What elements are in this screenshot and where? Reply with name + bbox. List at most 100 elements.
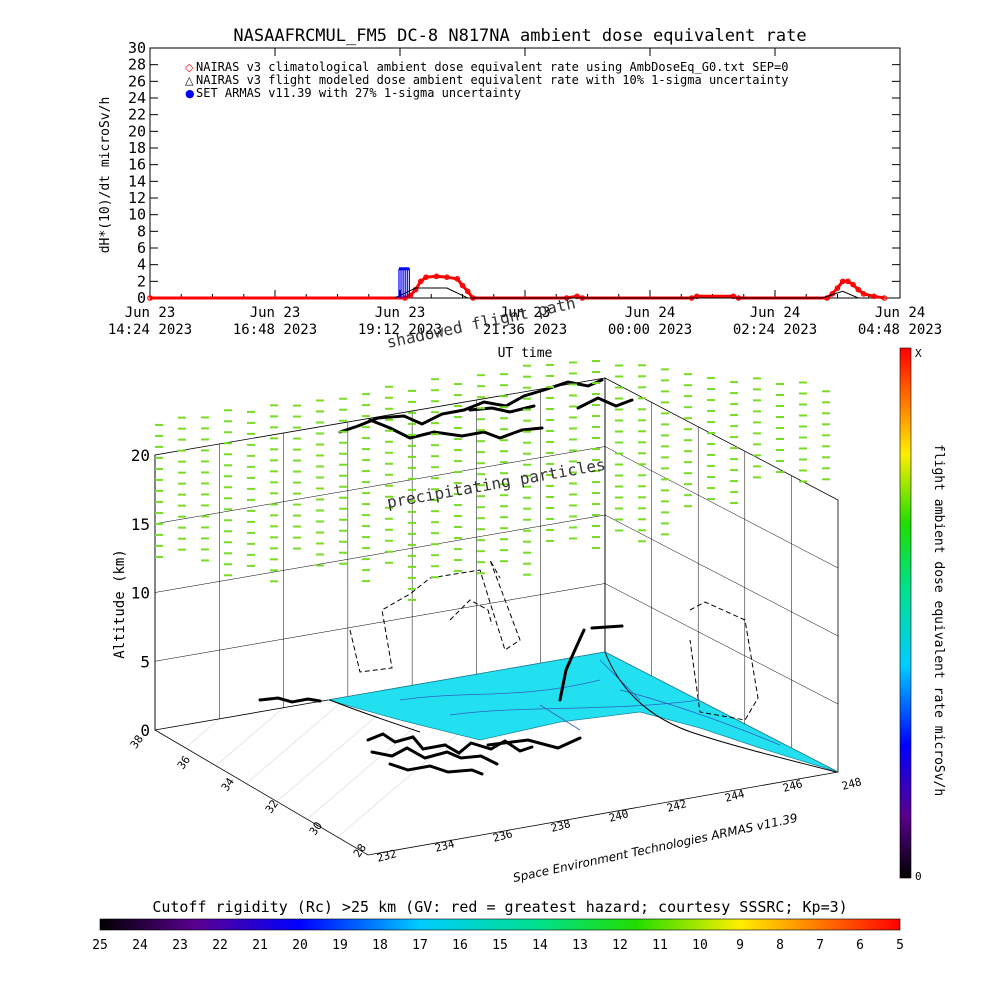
- rigidity-tick-label: 6: [856, 938, 864, 953]
- flight-ground-shadow: [258, 624, 624, 776]
- legend-entry: NAIRAS v3 climatological ambient dose eq…: [196, 60, 788, 74]
- floor-gridline: [215, 707, 284, 766]
- altitude-gridline: [154, 583, 606, 662]
- series-point: [464, 288, 471, 295]
- precipitating-particles: [155, 360, 830, 601]
- rigidity-tick-label: 24: [132, 938, 148, 953]
- rigidity-tick-label: 22: [212, 938, 228, 953]
- x-tick-day-label: Jun 23: [375, 305, 426, 321]
- x-tick-time-label: 21:36 2023: [483, 322, 567, 338]
- dose-colorbar-top-label: X: [915, 347, 922, 360]
- altitude-gridline: [604, 514, 839, 637]
- rigidity-tick-label: 9: [736, 938, 744, 953]
- rigidity-colorbar-title: Cutoff rigidity (Rc) >25 km (GV: red = g…: [152, 898, 847, 916]
- series-point: [147, 295, 153, 301]
- series-point: [839, 278, 846, 285]
- y-tick-label: 0: [137, 289, 146, 307]
- altitude-tick-label: 20: [131, 446, 150, 465]
- coastline: [329, 651, 837, 773]
- rigidity-tick-label: 19: [332, 938, 348, 953]
- altitude-gridline: [154, 514, 606, 593]
- series-point: [834, 285, 841, 291]
- altitude-gridline: [154, 446, 606, 524]
- series-line: [394, 287, 859, 299]
- latitude-ticks: 38 36 34 32 30 28: [128, 733, 369, 860]
- altitude-ticks: 0 5 10 15 20: [131, 446, 150, 740]
- longitude-ticks: 232 234 236 238 240 242 244 246 248: [375, 775, 863, 865]
- series-point: [824, 295, 830, 301]
- flight-3d-view: shadowed flight path precipitating parti…: [112, 293, 863, 885]
- longitude-tick-label: 240: [607, 807, 630, 825]
- rigidity-tick-label: 15: [492, 938, 508, 953]
- y-tick-label: 6: [137, 239, 146, 257]
- rigidity-tick-label: 17: [412, 938, 428, 953]
- rigidity-tick-label: 21: [252, 938, 268, 953]
- rigidity-tick-label: 18: [372, 938, 388, 953]
- floor-gridline: [185, 718, 220, 749]
- longitude-tick-label: 232: [375, 847, 398, 865]
- series-1: [394, 287, 859, 299]
- rigidity-tick-label: 13: [572, 938, 588, 953]
- rigidity-tick-label: 11: [652, 938, 668, 953]
- longitude-tick-label: 242: [665, 797, 688, 815]
- series-line: [150, 274, 885, 300]
- series-point: [433, 273, 440, 280]
- legend-symbol: ●: [185, 87, 195, 100]
- x-tick-time-label: 16:48 2023: [233, 322, 317, 338]
- series-point: [423, 274, 429, 280]
- series-point: [418, 278, 424, 285]
- series-point: [694, 293, 700, 300]
- floor-gridline: [246, 696, 349, 784]
- longitude-tick-label: 238: [549, 817, 572, 835]
- timeseries-legend: ◇ NAIRAS v3 climatological ambient dose e…: [185, 60, 788, 100]
- series-point: [860, 291, 867, 297]
- floor-frame: [154, 729, 839, 856]
- altitude-gridline: [604, 583, 839, 705]
- x-tick-time-label: 19:12 2023: [358, 322, 442, 338]
- timeseries-y-label: dH*(10)/dt microSv/h: [98, 97, 113, 254]
- latitude-tick-label: 36: [175, 753, 193, 771]
- y-tick-label: 4: [137, 256, 146, 274]
- y-tick-label: 10: [128, 206, 146, 224]
- y-tick-label: 30: [128, 39, 146, 57]
- rigidity-floor: [327, 651, 839, 773]
- y-tick-label: 26: [128, 72, 146, 90]
- legend-entry: SET ARMAS v11.39 with 27% 1-sigma uncert…: [196, 86, 521, 100]
- rigidity-colorbar: Cutoff rigidity (Rc) >25 km (GV: red = g…: [92, 898, 904, 953]
- x-tick-time-label: 14:24 2023: [108, 322, 192, 338]
- x-tick-day-label: Jun 24: [625, 305, 676, 321]
- y-tick-label: 16: [128, 156, 146, 174]
- series-point: [871, 293, 877, 300]
- y-tick-label: 8: [137, 222, 146, 240]
- series-point: [855, 286, 862, 293]
- rigidity-colorbar-gradient: [99, 918, 901, 931]
- longitude-tick-label: 248: [840, 775, 863, 793]
- timeseries-series: [147, 267, 888, 301]
- y-tick-label: 2: [137, 272, 146, 290]
- legend-symbol: △: [185, 74, 194, 87]
- rigidity-tick-label: 8: [776, 938, 784, 953]
- flight-path: [349, 559, 759, 721]
- series-point: [444, 274, 450, 280]
- rigidity-tick-label: 23: [172, 938, 188, 953]
- timeseries-x-label: UT time: [498, 346, 553, 361]
- longitude-tick-label: 236: [491, 827, 514, 845]
- x-tick-day-label: Jun 23: [250, 305, 301, 321]
- x-tick-day-label: Jun 23: [500, 305, 551, 321]
- dose-colorbar-gradient: [899, 347, 912, 879]
- y-tick-label: 18: [128, 139, 146, 157]
- dose-colorbar-label: flight ambient dose equivalent rate micr…: [931, 444, 946, 796]
- latitude-tick-label: 28: [351, 841, 369, 859]
- dose-colorbar: X 0 flight ambient dose equivalent rate …: [899, 347, 946, 883]
- series-point: [845, 278, 851, 285]
- floor-contours: [399, 659, 781, 746]
- x-tick-day-label: Jun 24: [750, 305, 801, 321]
- y-tick-label: 14: [128, 172, 146, 190]
- series-point: [850, 281, 856, 288]
- latitude-tick-label: 38: [128, 733, 146, 751]
- flight-cruise-track: [338, 378, 634, 440]
